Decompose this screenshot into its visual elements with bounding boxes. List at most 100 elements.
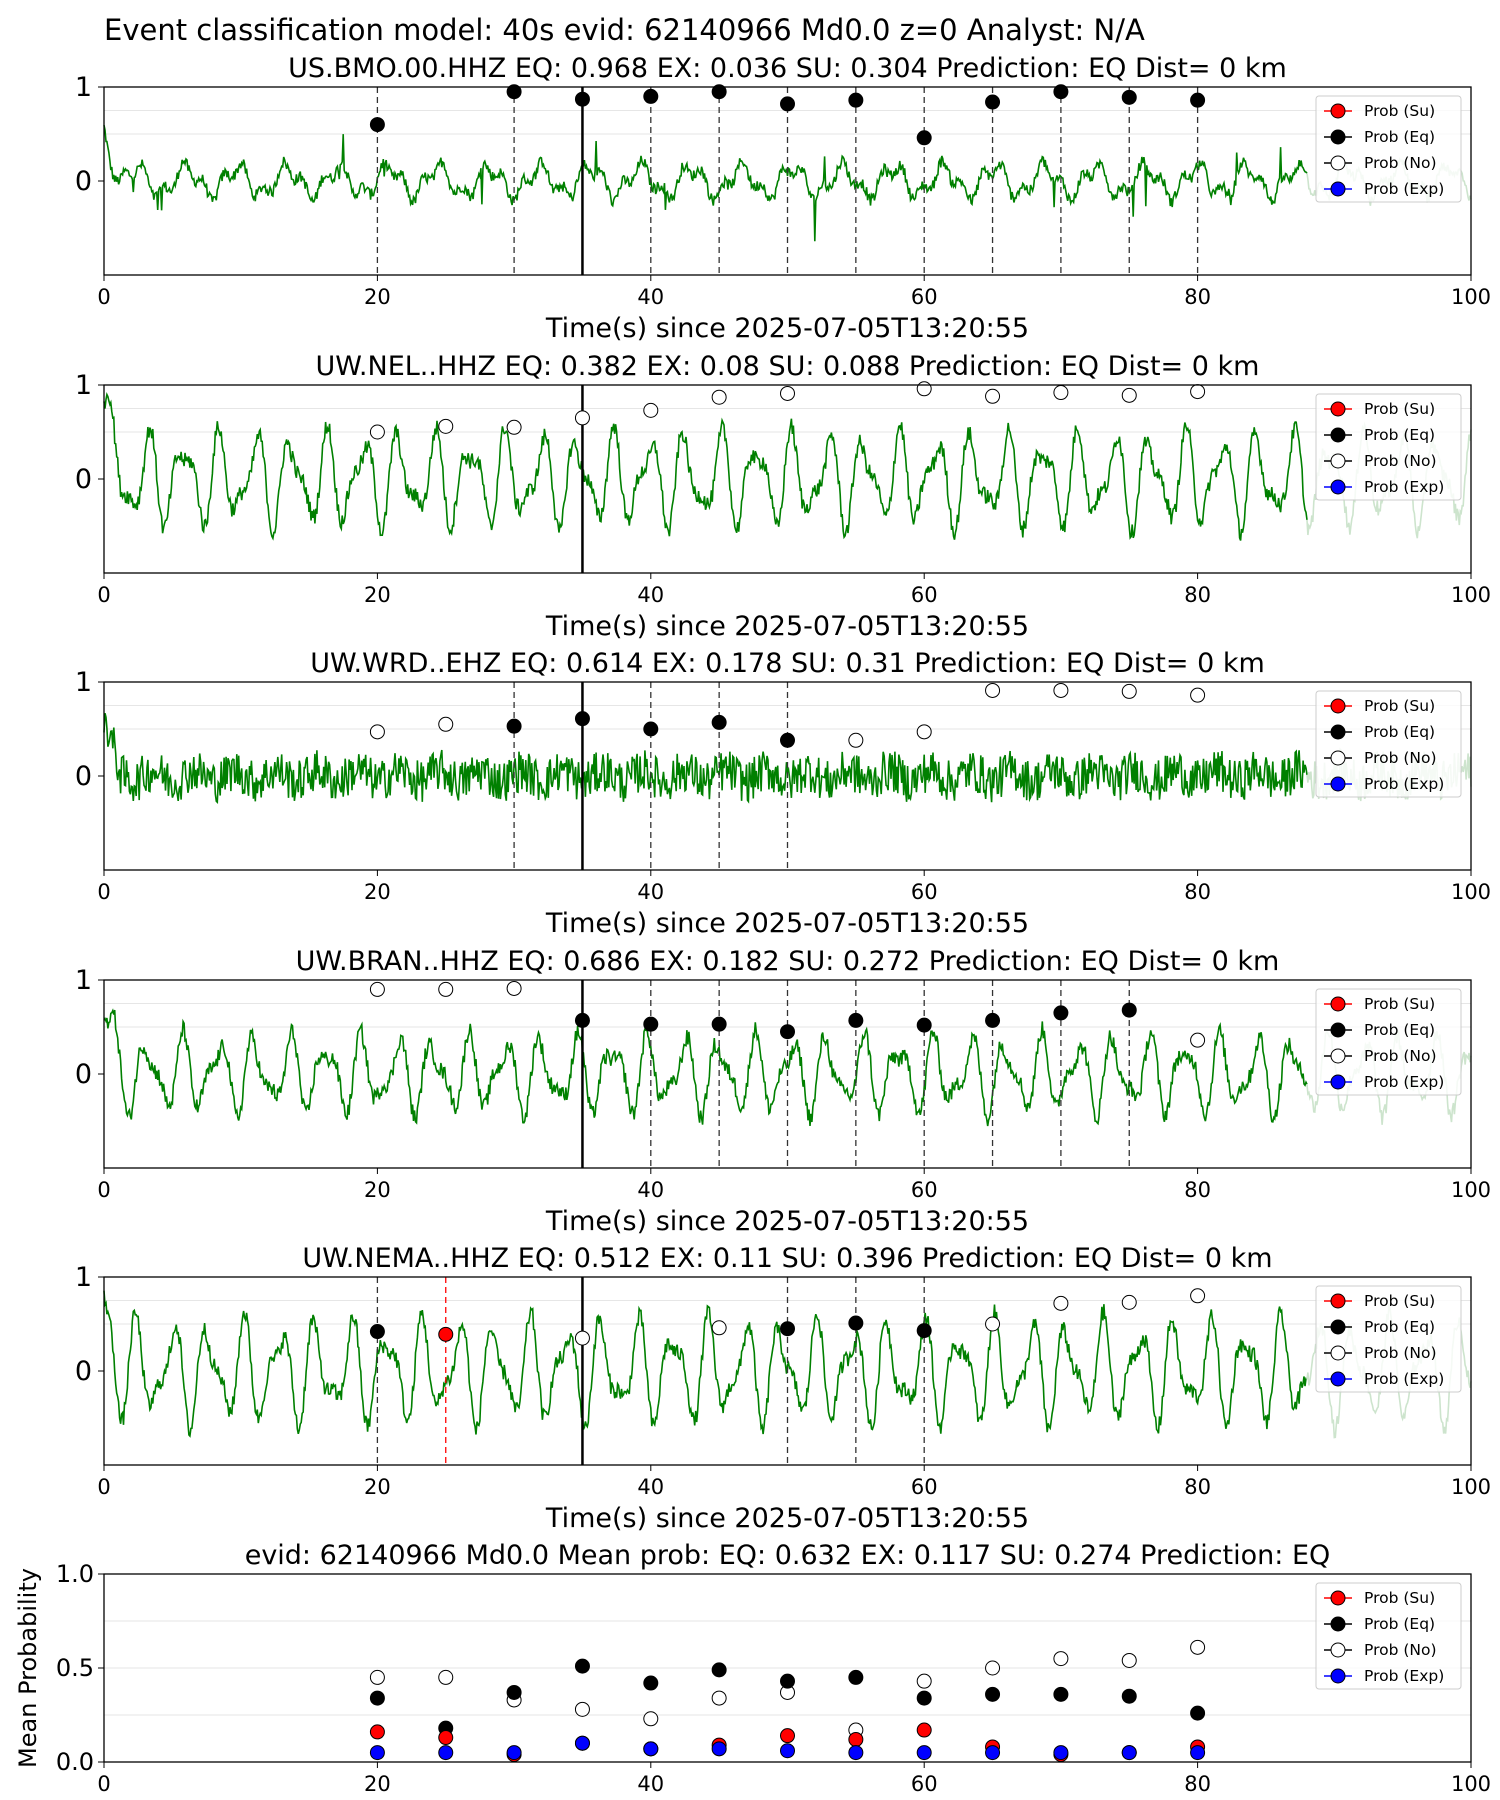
prob-point-eq [780,1024,795,1040]
prob-point-no [711,389,727,405]
legend-marker-eq [1330,724,1346,740]
xtick-label: 0 [97,583,110,607]
xtick-label: 60 [911,1178,938,1202]
xtick-label: 40 [637,880,664,904]
prob-point-eq [711,84,727,100]
axes-frame [103,979,1472,1169]
ytick-label: 1 [75,965,92,996]
legend-frame [1315,1285,1462,1393]
mean-point-eq [643,1675,659,1691]
ytick-label: 1 [75,72,92,103]
mean-point-no [574,1701,590,1717]
prob-point-eq [916,130,932,146]
prob-point-eq [1053,1005,1069,1021]
ytick-label: 0.0 [56,1748,94,1776]
mean-point-eq [1190,1705,1206,1721]
legend-marker-exp [1330,181,1346,197]
prob-point-eq [780,732,795,748]
xtick-label: 0 [97,1475,110,1499]
legend-label-eq: Prob (Eq) [1364,426,1435,444]
mean-point-eq [780,1673,795,1689]
x-axis-label: Time(s) since 2025-07-05T13:20:55 [545,1206,1029,1237]
ytick-label: 1 [75,667,92,698]
legend-marker-no [1330,1345,1346,1361]
mean-point-exp [848,1745,864,1761]
waveform-trace [103,125,1308,242]
legend-label-eq: Prob (Eq) [1364,723,1435,741]
prob-point-no [780,385,795,401]
mean-point-exp [985,1745,1001,1761]
legend: Prob (Su) Prob (Eq) Prob (No) Prob (Exp) [1315,988,1462,1096]
legend-marker-su [1330,1590,1346,1606]
prob-point-no [1121,683,1137,699]
mean-point-no [985,1660,1001,1676]
x-axis-label: Time(s) since 2025-07-05T13:20:55 [545,1503,1029,1534]
legend-label-su: Prob (Su) [1364,1589,1435,1607]
xtick-label: 80 [1184,1178,1211,1202]
prob-point-no [916,724,932,740]
legend-marker-no [1330,1048,1346,1064]
mean-point-no [1190,1639,1206,1655]
legend-label-eq: Prob (Eq) [1364,1615,1435,1633]
xtick-label: 20 [364,285,391,309]
mean-point-su [848,1731,864,1747]
legend-marker-eq [1330,427,1346,443]
mean-point-no [643,1711,659,1727]
waveform-trace [103,392,1308,541]
prob-point-no [369,724,385,740]
prob-point-eq [643,1016,659,1032]
prob-point-eq [574,91,590,107]
xtick-label: 100 [1451,880,1491,904]
legend-marker-su [1330,401,1346,417]
prob-point-eq [916,1323,932,1339]
panel-6: evid: 62140966 Md0.0 Mean prob: EQ: 0.63… [14,1540,1491,1796]
prob-point-no [506,419,522,435]
prob-point-eq [1121,89,1137,105]
prob-point-eq [780,96,795,112]
xtick-label: 40 [637,1475,664,1499]
mean-point-exp [711,1741,727,1757]
prob-point-no [438,981,454,997]
legend-marker-exp [1330,776,1346,792]
prob-point-eq [574,1012,590,1028]
legend-marker-exp [1330,1371,1346,1387]
legend-label-exp: Prob (Exp) [1364,1370,1444,1388]
xtick-label: 40 [637,1178,664,1202]
panel-3: UW.WRD..EHZ EQ: 0.614 EX: 0.178 SU: 0.31… [75,648,1491,939]
legend-frame [1315,988,1462,1096]
mean-point-no [1053,1651,1069,1667]
mean-point-eq [848,1669,864,1685]
prob-point-no [369,981,385,997]
ytick-label: 0.5 [56,1654,94,1682]
legend-label-no: Prob (No) [1364,749,1437,767]
waveform-trace [103,713,1308,805]
mean-point-no [1121,1652,1137,1668]
prob-point-eq [574,711,590,727]
axes-frame [103,86,1472,276]
legend-label-no: Prob (No) [1364,452,1437,470]
panel-title: UW.NEL..HHZ EQ: 0.382 EX: 0.08 SU: 0.088… [316,351,1260,382]
prob-point-no [985,1316,1001,1332]
mean-point-eq [711,1662,727,1678]
xtick-label: 80 [1184,583,1211,607]
prob-point-su [438,1326,454,1342]
panel-title: UW.WRD..EHZ EQ: 0.614 EX: 0.178 SU: 0.31… [310,648,1265,679]
xtick-label: 20 [364,1178,391,1202]
prob-point-no [1053,1295,1069,1311]
mean-point-no [916,1673,932,1689]
mean-point-exp [1121,1745,1137,1761]
mean-point-su [780,1728,795,1744]
xtick-label: 60 [911,583,938,607]
legend-marker-eq [1330,1616,1346,1632]
prob-point-no [711,1320,727,1336]
mean-point-eq [1053,1686,1069,1702]
ytick-label: 1.0 [56,1560,94,1588]
xtick-label: 100 [1451,1475,1491,1499]
xtick-label: 0 [97,285,110,309]
xtick-label: 80 [1184,1475,1211,1499]
legend-frame [1315,95,1462,203]
xtick-label: 0 [97,880,110,904]
mean-point-eq [916,1690,932,1706]
ytick-label: 0 [75,166,92,197]
